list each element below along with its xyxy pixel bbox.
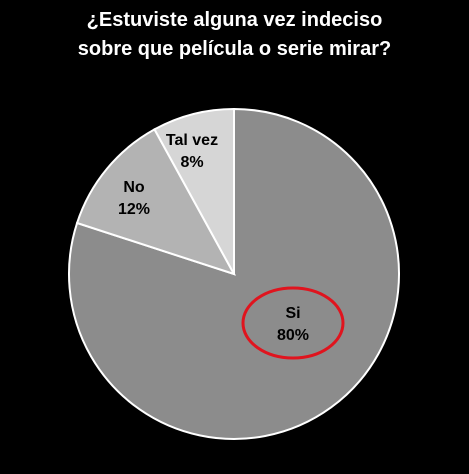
slice-value-tal-vez: 8% xyxy=(180,154,203,171)
slice-value-no: 12% xyxy=(118,201,150,218)
slice-label-tal-vez: Tal vez xyxy=(166,132,218,149)
slice-label-si: Si xyxy=(285,305,300,322)
slice-label-no: No xyxy=(123,179,145,196)
slice-value-si: 80% xyxy=(277,327,309,344)
pie-slices xyxy=(69,109,399,439)
